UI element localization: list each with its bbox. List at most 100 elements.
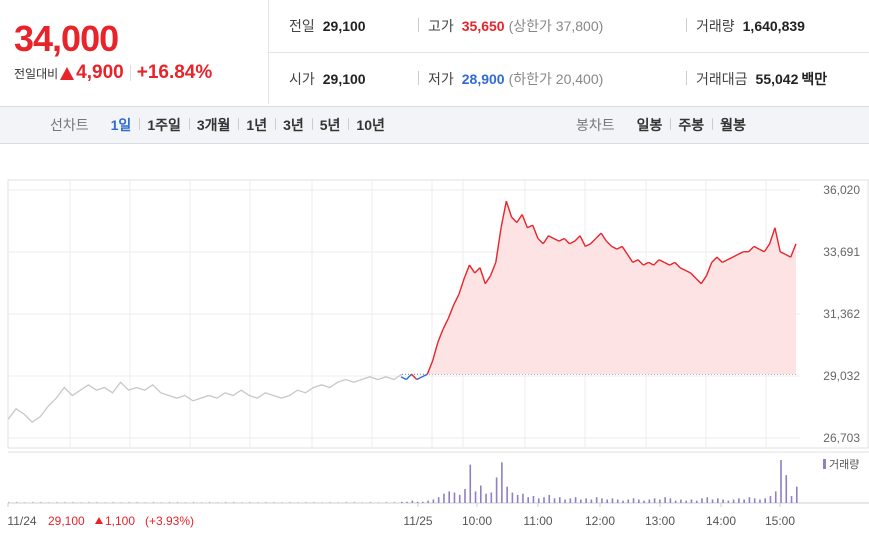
volume-bar bbox=[152, 501, 154, 503]
stat-high: 고가 35,650 (상한가 37,800) bbox=[428, 16, 603, 36]
line-chart-tabs: 선차트 1일 1주일 3개월 1년 3년 5년 10년 bbox=[50, 107, 393, 143]
volume-bar bbox=[522, 493, 524, 503]
volume-bar bbox=[759, 499, 761, 503]
stat-open: 시가 29,100 bbox=[289, 69, 366, 89]
volume-legend-swatch bbox=[823, 459, 826, 469]
volume-bar bbox=[537, 498, 540, 503]
today-line-segment bbox=[479, 267, 486, 284]
tab-5y[interactable]: 5년 bbox=[311, 115, 349, 135]
volume-bar bbox=[674, 500, 677, 503]
volume-bar bbox=[580, 499, 582, 503]
tab-3y[interactable]: 3년 bbox=[275, 115, 312, 135]
tab-1y[interactable]: 1년 bbox=[238, 115, 275, 135]
tab-weekly-candle[interactable]: 주봉 bbox=[670, 115, 712, 135]
volume-bar bbox=[764, 498, 766, 503]
x-tick-label: 11/24 bbox=[7, 514, 36, 528]
volume-bar bbox=[453, 492, 456, 503]
volume-bar bbox=[353, 501, 355, 503]
volume-bar bbox=[543, 497, 545, 503]
volume-bar bbox=[622, 500, 624, 503]
today-line-segment bbox=[537, 237, 544, 245]
volume-bar bbox=[120, 502, 122, 503]
tab-1w[interactable]: 1주일 bbox=[139, 115, 189, 135]
today-line-segment bbox=[700, 275, 708, 285]
volume-bar bbox=[437, 497, 440, 503]
volume-bar bbox=[411, 500, 414, 503]
today-line-segment bbox=[484, 275, 492, 285]
volume-bar bbox=[527, 497, 529, 503]
today-line-segment bbox=[727, 256, 734, 261]
volume-bar bbox=[680, 499, 682, 503]
candle-chart-label: 봉차트 bbox=[576, 117, 615, 133]
low-label: 저가 bbox=[428, 71, 454, 87]
today-line-segment bbox=[626, 254, 634, 263]
trade-value: 55,042 bbox=[755, 71, 799, 87]
today-line-segment bbox=[779, 251, 786, 256]
today-line-segment bbox=[400, 376, 407, 381]
change-label: 전일대비 bbox=[14, 66, 59, 81]
tab-10y[interactable]: 10년 bbox=[348, 115, 392, 135]
x-tick-label: 15:00 bbox=[765, 514, 795, 528]
volume-bar bbox=[769, 496, 772, 503]
stat-separator bbox=[418, 18, 419, 32]
candle-chart-tabs: 봉차트 일봉 주봉 월봉 bbox=[576, 107, 754, 143]
x-tick-label: 11:00 bbox=[523, 514, 552, 528]
x-tick-label: 13:00 bbox=[645, 514, 675, 528]
volume-bar bbox=[448, 491, 450, 503]
today-line-segment bbox=[642, 261, 649, 266]
today-line-segment bbox=[463, 264, 471, 279]
tab-3m[interactable]: 3개월 bbox=[188, 115, 239, 135]
volume-bar bbox=[685, 500, 687, 503]
volume-bar bbox=[559, 497, 561, 503]
upper-limit: (상한가 37,800) bbox=[508, 18, 604, 34]
volume-bar bbox=[585, 498, 587, 503]
volume-bar bbox=[717, 498, 719, 503]
today-line-segment bbox=[669, 261, 676, 266]
volume-bar bbox=[297, 502, 299, 503]
today-line-segment bbox=[595, 232, 602, 239]
today-line-segment bbox=[411, 373, 418, 381]
volume-bar bbox=[128, 501, 130, 503]
volume-bar bbox=[474, 491, 477, 503]
stat-separator bbox=[686, 71, 687, 85]
volume-bar bbox=[192, 501, 195, 503]
today-line-segment bbox=[769, 227, 776, 244]
volume-bar bbox=[648, 499, 651, 503]
x-tick-label: 10:00 bbox=[462, 514, 492, 528]
today-line-segment bbox=[437, 328, 444, 343]
volume-bar bbox=[406, 501, 408, 503]
today-line-segment bbox=[447, 304, 455, 319]
volume-bar bbox=[48, 502, 50, 503]
x-tick-label: 11/25 bbox=[403, 514, 432, 528]
today-line-segment bbox=[548, 235, 555, 240]
change-divider bbox=[129, 65, 131, 81]
volume-bar bbox=[569, 498, 572, 503]
volume-bar bbox=[200, 502, 203, 503]
volume-bar bbox=[516, 494, 519, 503]
tab-1d[interactable]: 1일 bbox=[110, 117, 132, 133]
volume-bar bbox=[40, 501, 42, 503]
stat-low: 저가 28,900 (하한가 20,400) bbox=[428, 69, 603, 89]
today-line-segment bbox=[590, 237, 597, 245]
volume-bar bbox=[785, 475, 788, 503]
today-line-segment bbox=[616, 245, 623, 250]
today-line-segment bbox=[653, 259, 660, 266]
volume-bar bbox=[464, 489, 466, 503]
tab-daily-candle[interactable]: 일봉 bbox=[636, 117, 663, 133]
volume-bar bbox=[265, 501, 267, 503]
volume-bar bbox=[796, 486, 798, 503]
volume-bar bbox=[627, 499, 630, 503]
volume-bar bbox=[553, 498, 556, 503]
tab-monthly-candle[interactable]: 월봉 bbox=[712, 115, 754, 135]
today-line-segment bbox=[664, 261, 670, 266]
today-line-segment bbox=[705, 262, 713, 276]
volume-bar bbox=[313, 501, 315, 503]
volume-label: 거래량 bbox=[696, 18, 735, 34]
volume-bar bbox=[458, 494, 461, 503]
volume-bar bbox=[281, 502, 283, 503]
volume-bar bbox=[377, 502, 380, 503]
summary-divider-horizontal bbox=[268, 52, 869, 53]
volume-value: 1,640,839 bbox=[742, 18, 805, 34]
volume-bar bbox=[643, 500, 645, 503]
today-line-segment bbox=[674, 261, 681, 269]
